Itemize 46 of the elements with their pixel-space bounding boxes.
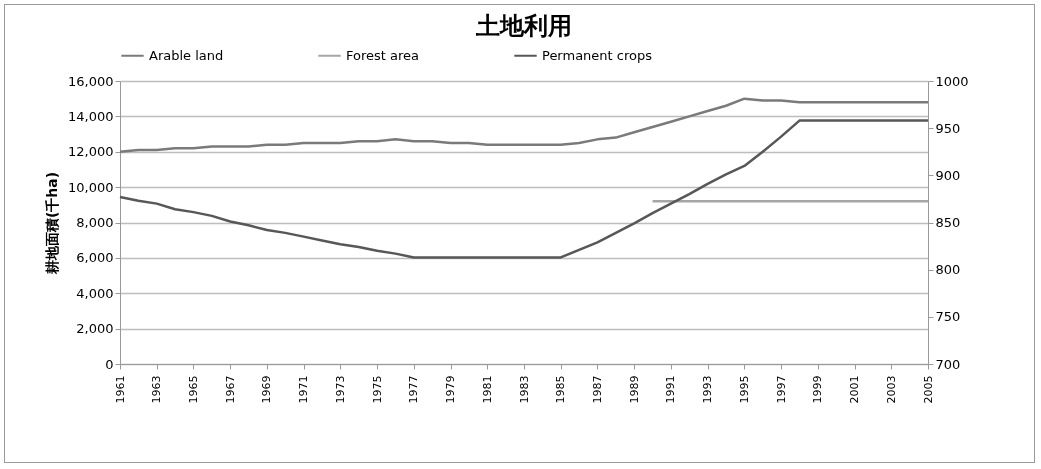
y2-tick-label: 1000 [935, 73, 969, 89]
legend-label: Arable land [149, 47, 224, 63]
y-tick-label: 2,000 [76, 321, 114, 337]
x-tick-label: 1979 [444, 375, 458, 404]
line-series [118, 97, 930, 153]
y-tick-label: 8,000 [76, 215, 114, 230]
x-tick-label: 2001 [848, 375, 862, 404]
chart-title: 土地利用 [475, 12, 572, 40]
y-axis-title: 耕地面積(千ha) [44, 171, 61, 276]
x-tick-label: 1967 [223, 375, 237, 404]
x-tick-label: 1989 [627, 375, 641, 404]
y-tick-label: 10,000 [68, 179, 114, 195]
y-tick-label: 14,000 [68, 108, 114, 124]
x-tick-label: 1981 [480, 375, 494, 404]
x-tick-label: 1961 [113, 375, 127, 404]
y-tick-label: 6,000 [76, 250, 114, 266]
x-tick-label: 1987 [590, 375, 604, 404]
x-tick-label: 1969 [260, 375, 274, 404]
x-tick-label: 1993 [701, 375, 715, 404]
legend-label: Permanent crops [542, 47, 653, 63]
x-tick-label: 1977 [407, 375, 421, 404]
line-series [118, 119, 930, 259]
y2-tick-label: 750 [935, 309, 961, 325]
x-tick-label: 2003 [884, 375, 898, 404]
y2-tick-label: 800 [935, 262, 961, 278]
x-tick-label: 2005 [921, 375, 935, 404]
x-tick-label: 1971 [297, 375, 311, 404]
x-tick-label: 1991 [664, 375, 678, 404]
x-tick-label: 1963 [150, 375, 164, 404]
x-tick-label: 1999 [811, 375, 825, 404]
x-tick-label: 1995 [737, 375, 751, 404]
y2-tick-label: 850 [935, 215, 961, 230]
y-tick-label: 12,000 [68, 144, 114, 160]
y-tick-label: 4,000 [76, 285, 114, 301]
y2-tick-label: 950 [935, 120, 961, 136]
x-tick-label: 1983 [517, 375, 531, 404]
legend-label: Forest area [346, 47, 420, 63]
y2-tick-label: 700 [935, 356, 961, 372]
x-tick-label: 1997 [774, 375, 788, 404]
x-tick-label: 1975 [370, 375, 384, 404]
y2-tick-label: 900 [935, 167, 961, 183]
y-tick-label: 0 [105, 356, 114, 372]
x-tick-label: 1985 [554, 375, 568, 404]
x-tick-label: 1965 [186, 375, 200, 404]
x-tick-label: 1973 [333, 375, 347, 404]
y-tick-label: 16,000 [68, 73, 114, 89]
